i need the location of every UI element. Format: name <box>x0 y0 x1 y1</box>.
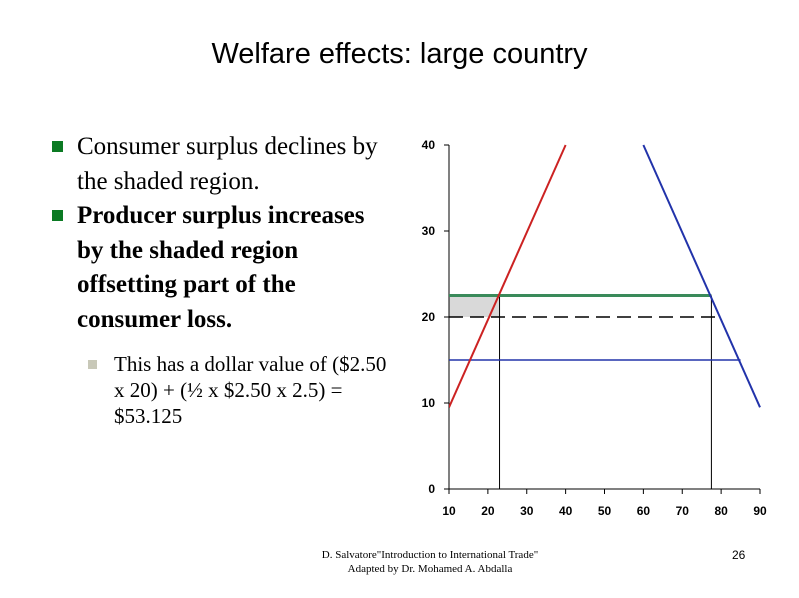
supply-curve <box>449 144 567 408</box>
footer-line-1: D. Salvatore"Introduction to Internation… <box>321 549 539 561</box>
square-sub-bullet-icon <box>88 360 97 369</box>
bullet-text: Producer surplus increases by the shaded… <box>77 202 365 333</box>
shaded-surplus-region <box>449 295 500 317</box>
x-tick-label: 20 <box>481 504 495 518</box>
footer: D. Salvatore"Introduction to Internation… <box>270 548 590 576</box>
demand-curve <box>642 144 761 408</box>
x-tick-label: 50 <box>598 504 612 518</box>
x-tick-label: 80 <box>714 504 728 518</box>
square-bullet-icon <box>52 141 63 152</box>
square-bullet-icon <box>52 210 63 221</box>
y-tick-label: 10 <box>422 396 436 410</box>
x-tick-label: 40 <box>559 504 573 518</box>
bullet-text: Consumer surplus declines by the shaded … <box>77 133 378 195</box>
y-tick-label: 30 <box>422 224 436 238</box>
page-number: 26 <box>732 548 746 562</box>
footer-line-2: Adapted by Dr. Mohamed A. Abdalla <box>347 563 513 575</box>
x-tick-label: 30 <box>520 504 534 518</box>
x-tick-label: 60 <box>637 504 651 518</box>
y-tick-label: 0 <box>428 482 435 496</box>
y-tick-label: 20 <box>422 310 436 324</box>
sub-bullet-dollar-value: This has a dollar value of ($2.50 x 20) … <box>88 351 395 429</box>
bullet-list: Consumer surplus declines by the shaded … <box>50 130 395 450</box>
bullet-producer-surplus: Producer surplus increases by the shaded… <box>50 199 395 337</box>
slide-title: Welfare effects: large country <box>211 38 588 70</box>
x-tick-label: 90 <box>753 504 767 518</box>
y-tick-label: 40 <box>422 138 436 152</box>
x-tick-label: 70 <box>676 504 690 518</box>
sub-bullet-text: This has a dollar value of ($2.50 x 20) … <box>114 352 387 428</box>
x-tick-label: 10 <box>442 504 456 518</box>
bullet-consumer-surplus: Consumer surplus declines by the shaded … <box>50 130 395 199</box>
